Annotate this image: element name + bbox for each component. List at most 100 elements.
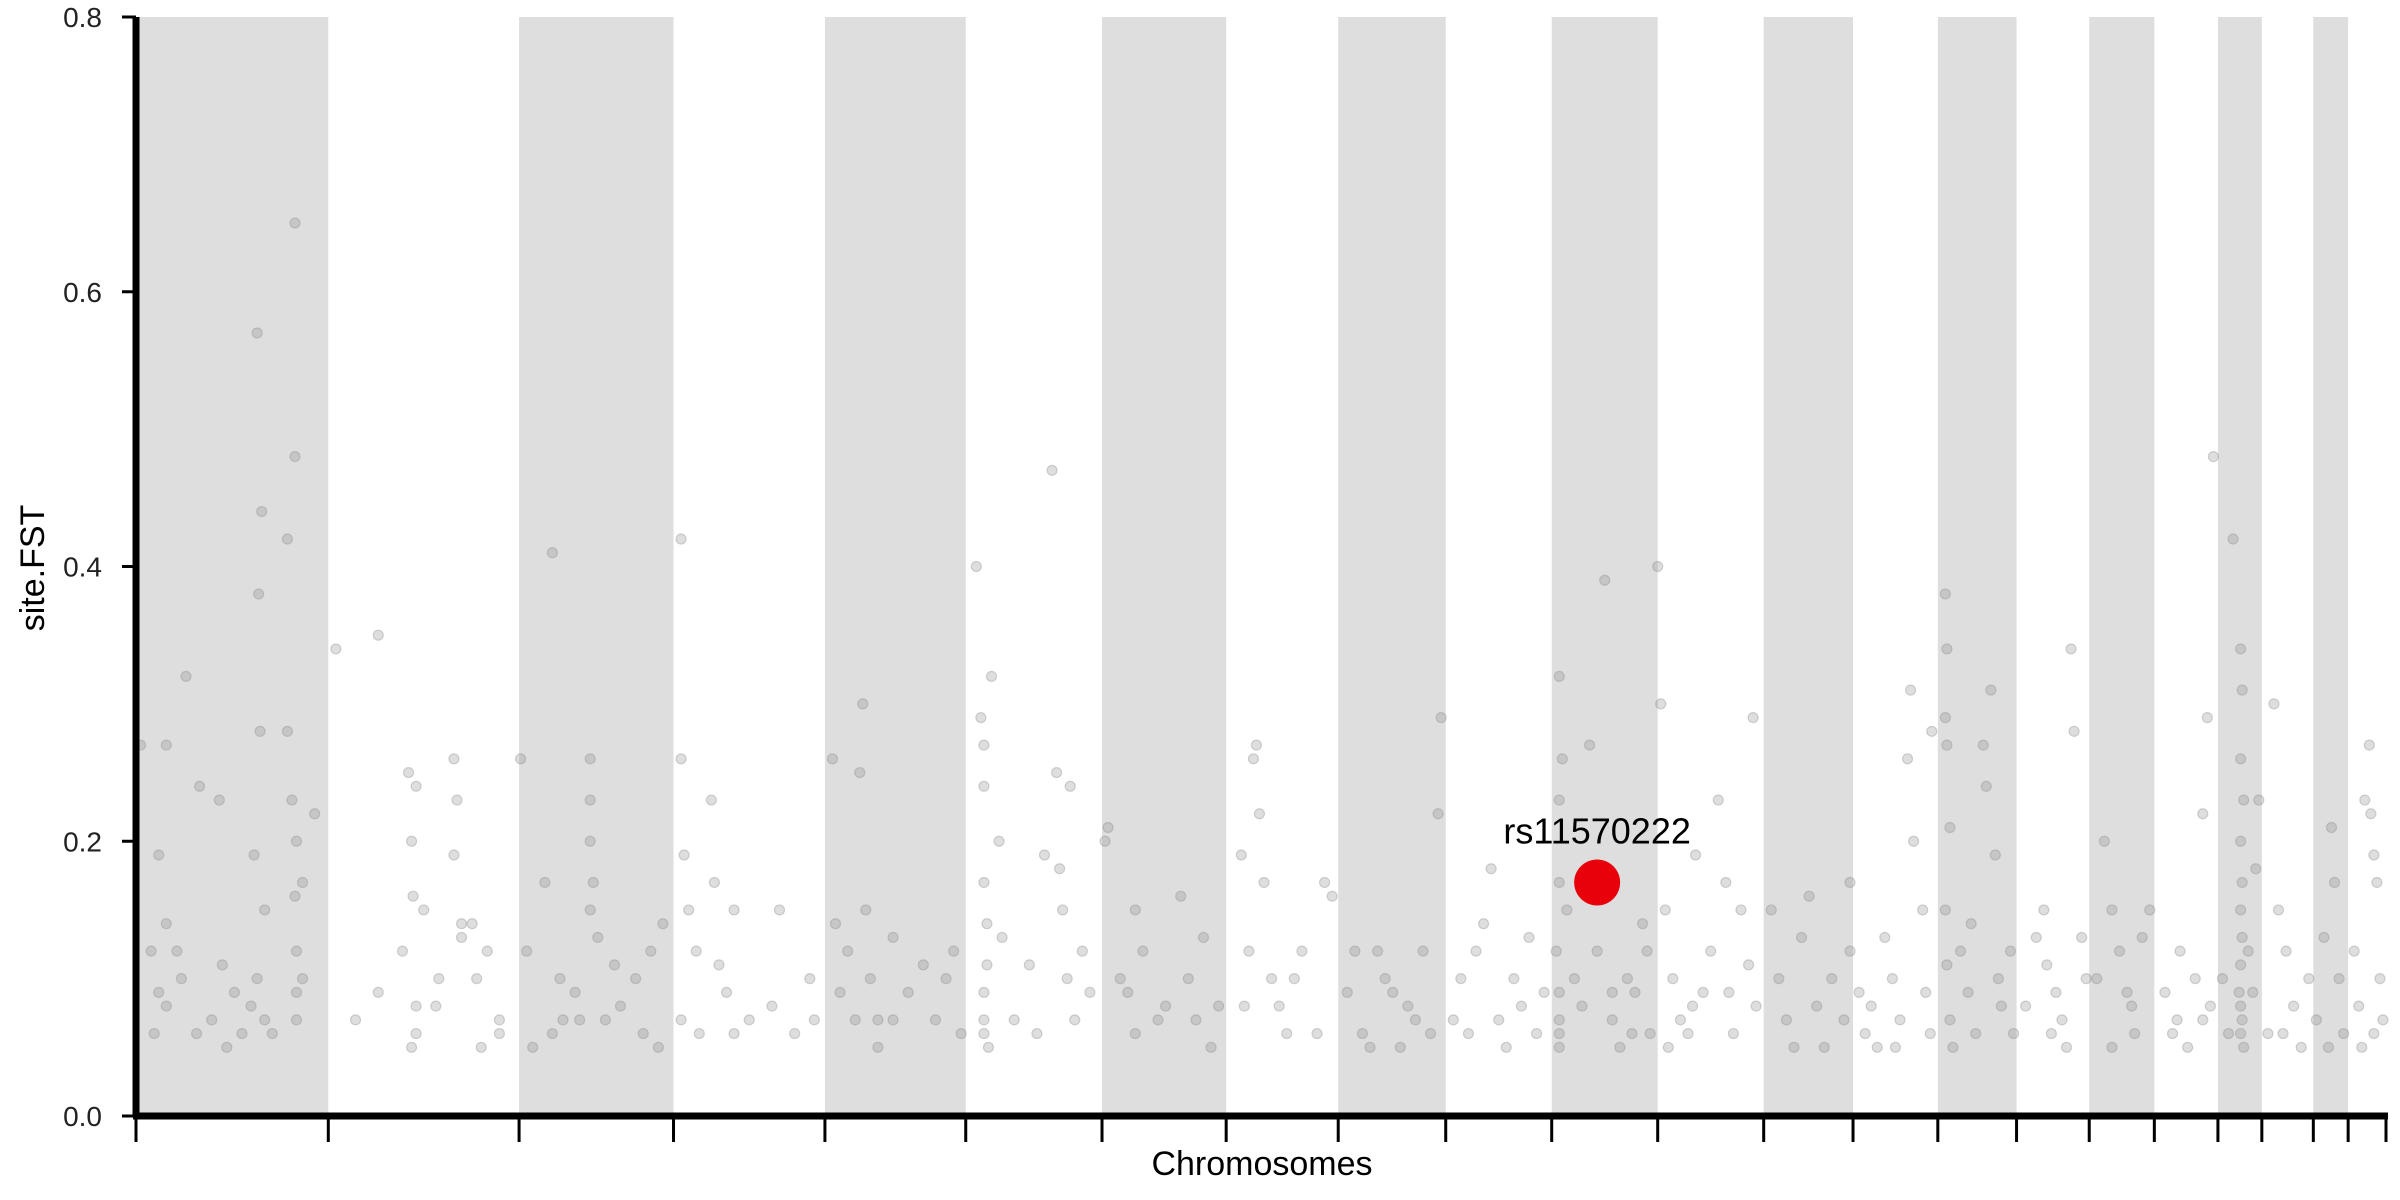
snp-point	[1099, 835, 1111, 847]
snp-point	[1556, 753, 1568, 765]
snp-point	[2166, 1027, 2179, 1040]
snp-point	[996, 931, 1008, 944]
snp-point	[1838, 1014, 1850, 1026]
snp-point	[683, 904, 695, 916]
snp-point	[2236, 1014, 2248, 1026]
snp-point	[2359, 794, 2371, 806]
snp-point	[1944, 821, 1956, 834]
snp-point	[1750, 1000, 1762, 1012]
snp-point	[2080, 973, 2092, 985]
snp-point	[1273, 1000, 1285, 1012]
snp-point	[1349, 945, 1361, 957]
snp-point	[2242, 945, 2254, 957]
snp-point	[455, 931, 468, 944]
snp-point	[1705, 945, 1717, 957]
snp-point	[2374, 973, 2386, 985]
snp-point	[1258, 876, 1270, 889]
snp-point	[1553, 986, 1565, 998]
snp-point	[766, 1000, 778, 1012]
snp-point	[720, 986, 733, 998]
snp-point	[1493, 1014, 1505, 1026]
y-tick-label: 0.4	[63, 552, 102, 583]
y-tick-label: 0.2	[63, 826, 102, 857]
snp-point	[2004, 945, 2017, 957]
snp-point	[1046, 464, 1058, 476]
snp-point	[145, 945, 157, 957]
x-ticks	[134, 1116, 2388, 1142]
snp-point	[2216, 973, 2229, 985]
snp-point	[1765, 904, 1777, 916]
snp-point	[148, 1027, 160, 1040]
snp-point	[1977, 739, 1989, 751]
snp-point	[281, 725, 294, 737]
snp-point	[1114, 973, 1126, 985]
snp-point	[1485, 863, 1497, 875]
snp-point	[1818, 1041, 1830, 1053]
snp-point	[1031, 1027, 1043, 1040]
snp-point	[1742, 959, 1755, 971]
snp-point	[657, 918, 669, 930]
chromosome-band	[824, 17, 966, 1116]
snp-point	[254, 725, 266, 737]
snp-point	[554, 973, 566, 985]
snp-point	[289, 890, 301, 902]
snp-point	[887, 931, 899, 944]
snp-point	[2045, 1027, 2057, 1040]
snp-point	[557, 1014, 569, 1026]
snp-point	[1859, 1027, 1871, 1040]
snp-point	[410, 780, 422, 792]
snp-point	[1379, 973, 1391, 985]
snp-point	[171, 945, 183, 957]
snp-point	[396, 945, 409, 957]
snp-point	[1904, 684, 1917, 696]
snp-point	[1599, 574, 1611, 586]
snp-point	[2371, 876, 2383, 889]
snp-point	[1947, 1041, 1959, 1053]
snp-point	[1865, 1000, 1877, 1012]
snp-point	[1636, 918, 1649, 930]
snp-point	[1530, 1027, 1543, 1040]
snp-point	[789, 1027, 801, 1040]
snp-point	[1901, 753, 1914, 765]
snp-point	[410, 1000, 422, 1012]
snp-point	[1122, 986, 1134, 998]
snp-point	[330, 643, 342, 655]
snp-point	[982, 1041, 995, 1053]
snp-point	[1944, 1014, 1956, 1026]
snp-point	[1182, 973, 1194, 985]
snp-point	[2262, 1027, 2274, 1040]
snp-point	[1941, 643, 1953, 655]
snp-point	[975, 712, 987, 724]
snp-point	[1402, 1000, 1414, 1012]
snp-point	[2233, 986, 2245, 998]
snp-point	[180, 670, 192, 683]
snp-point	[405, 835, 418, 847]
snp-point	[693, 1027, 705, 1040]
snp-point	[402, 766, 415, 779]
snp-point	[1907, 835, 1920, 847]
snp-point	[448, 753, 460, 765]
snp-point	[1583, 739, 1596, 751]
snp-point	[2121, 986, 2133, 998]
snp-point	[2068, 725, 2080, 737]
snp-point	[475, 1041, 487, 1053]
snp-point	[2091, 973, 2103, 985]
snp-point	[2235, 1027, 2247, 1040]
snp-point	[690, 945, 702, 957]
snp-point	[1652, 560, 1664, 573]
chromosome-band	[1551, 17, 1658, 1116]
snp-point	[829, 918, 842, 930]
snp-point	[1008, 1014, 1020, 1026]
snp-point	[546, 547, 558, 559]
snp-point	[1265, 973, 1278, 985]
snp-point	[1844, 945, 1856, 957]
snp-point	[175, 973, 188, 985]
snp-point	[2235, 904, 2247, 916]
snp-point	[678, 849, 690, 861]
snp-point	[290, 945, 303, 957]
snp-point	[1621, 973, 1634, 985]
snp-point	[2338, 1027, 2350, 1040]
snp-point	[2056, 1014, 2068, 1026]
snp-point	[2348, 945, 2360, 957]
snp-point	[493, 1027, 505, 1040]
